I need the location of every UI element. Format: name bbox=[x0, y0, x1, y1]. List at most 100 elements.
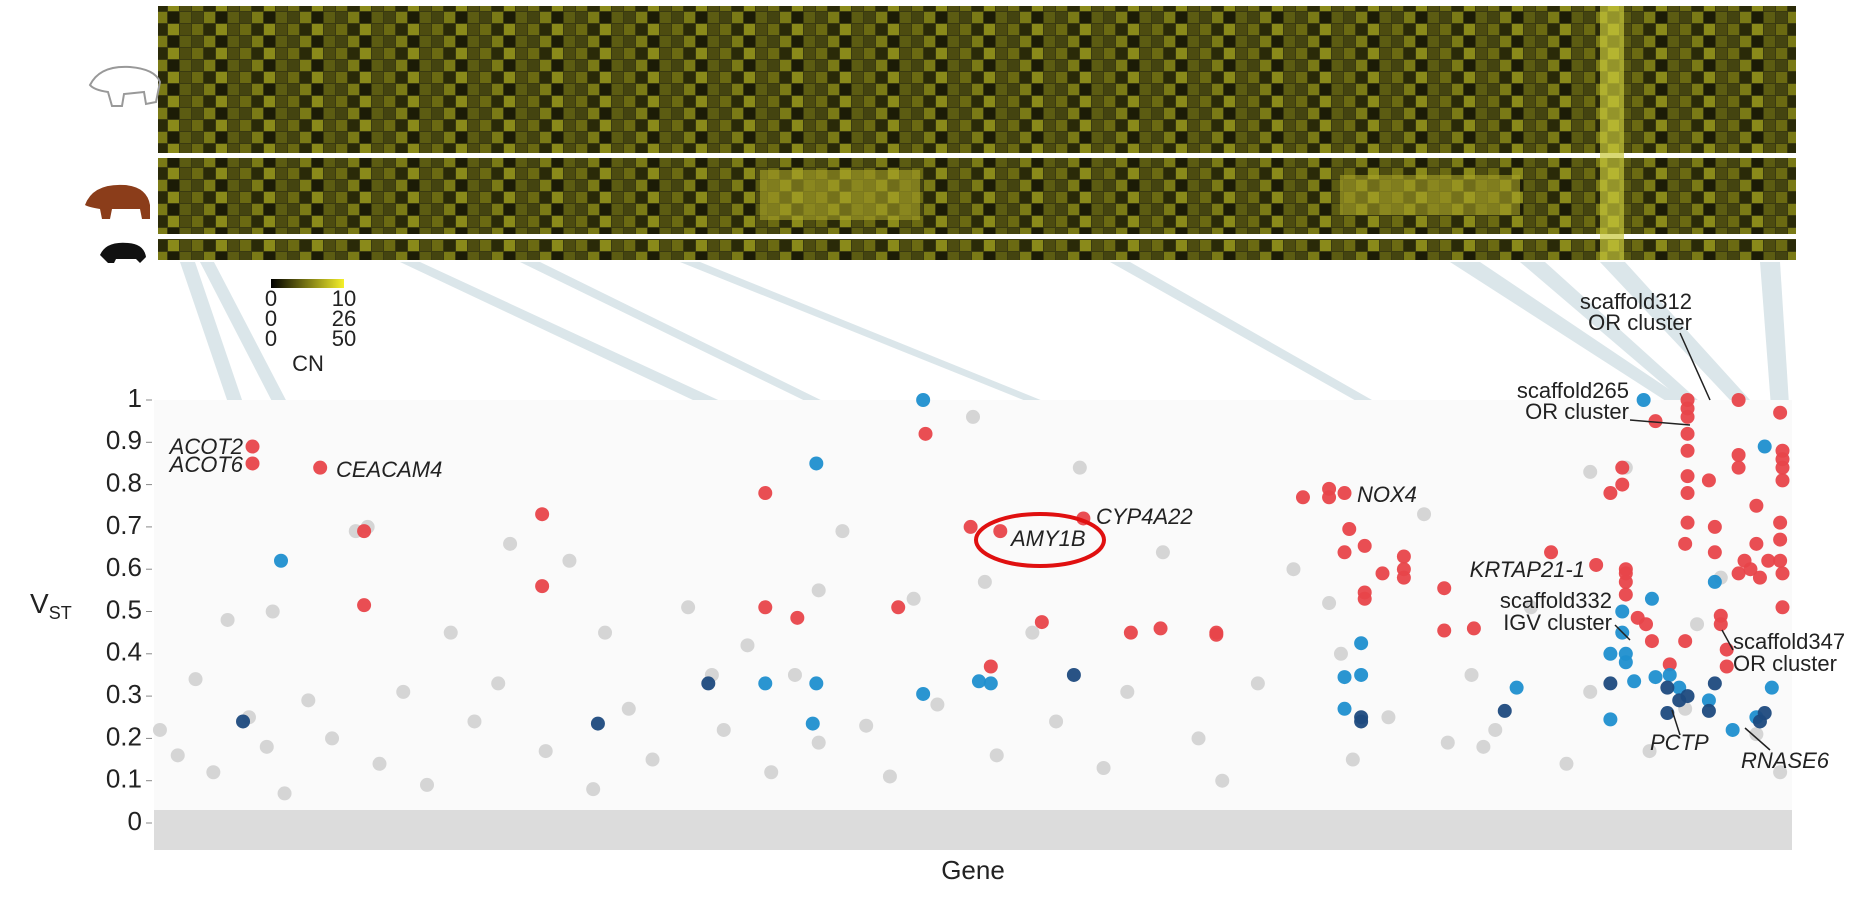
point bbox=[984, 659, 998, 673]
point bbox=[1765, 681, 1779, 695]
point bbox=[562, 554, 576, 568]
point bbox=[1708, 545, 1722, 559]
point bbox=[1681, 469, 1695, 483]
gene-label: NOX4 bbox=[1357, 482, 1417, 507]
point bbox=[1681, 689, 1695, 703]
point bbox=[491, 676, 505, 690]
point bbox=[1124, 626, 1138, 640]
point bbox=[591, 717, 605, 731]
point bbox=[790, 611, 804, 625]
point bbox=[1681, 427, 1695, 441]
point bbox=[1776, 600, 1790, 614]
y-label-main: V bbox=[30, 588, 49, 619]
point bbox=[1663, 668, 1677, 682]
cluster-label: OR cluster bbox=[1525, 399, 1629, 424]
point bbox=[236, 714, 250, 728]
point bbox=[1702, 704, 1716, 718]
point bbox=[1645, 634, 1659, 648]
point bbox=[1732, 461, 1746, 475]
x-axis-label: Gene bbox=[941, 855, 1005, 885]
point bbox=[1603, 486, 1617, 500]
y-tick-label: 0.6 bbox=[106, 552, 142, 582]
point bbox=[467, 714, 481, 728]
point bbox=[1645, 592, 1659, 606]
cluster-label: IGV cluster bbox=[1503, 610, 1612, 635]
point bbox=[357, 524, 371, 538]
point bbox=[1465, 668, 1479, 682]
point bbox=[1120, 685, 1134, 699]
y-tick-label: 0.8 bbox=[106, 467, 142, 497]
y-tick-label: 0.9 bbox=[106, 425, 142, 455]
point bbox=[1619, 575, 1633, 589]
point bbox=[1467, 621, 1481, 635]
point bbox=[1603, 647, 1617, 661]
point bbox=[189, 672, 203, 686]
point bbox=[1498, 704, 1512, 718]
point bbox=[809, 456, 823, 470]
point bbox=[1192, 731, 1206, 745]
point bbox=[1296, 490, 1310, 504]
point bbox=[1758, 706, 1772, 720]
point bbox=[1649, 670, 1663, 684]
point bbox=[835, 524, 849, 538]
point bbox=[598, 626, 612, 640]
point bbox=[1690, 617, 1704, 631]
point bbox=[1338, 702, 1352, 716]
point bbox=[966, 410, 980, 424]
point bbox=[1358, 592, 1372, 606]
point bbox=[1441, 736, 1455, 750]
point bbox=[1776, 461, 1790, 475]
point bbox=[916, 687, 930, 701]
point bbox=[1681, 516, 1695, 530]
point bbox=[1559, 757, 1573, 771]
point bbox=[1615, 461, 1629, 475]
point bbox=[681, 600, 695, 614]
point bbox=[1358, 539, 1372, 553]
point bbox=[891, 600, 905, 614]
point bbox=[930, 698, 944, 712]
y-tick-label: 0.7 bbox=[106, 510, 142, 540]
point bbox=[1322, 596, 1336, 610]
point bbox=[1773, 516, 1787, 530]
point bbox=[1720, 643, 1734, 657]
point bbox=[396, 685, 410, 699]
point bbox=[503, 537, 517, 551]
y-axis-label: VST bbox=[30, 588, 72, 622]
point bbox=[1773, 554, 1787, 568]
figure: 0 10 0 26 0 50 CN 00.10.20.30.40.50.60.7… bbox=[0, 0, 1856, 900]
point bbox=[1381, 710, 1395, 724]
point bbox=[758, 600, 772, 614]
point bbox=[812, 736, 826, 750]
point bbox=[586, 782, 600, 796]
y-label-sub: ST bbox=[49, 603, 72, 623]
point bbox=[246, 440, 260, 454]
point bbox=[859, 719, 873, 733]
point bbox=[993, 524, 1007, 538]
point bbox=[1639, 617, 1653, 631]
point bbox=[806, 717, 820, 731]
point bbox=[1708, 520, 1722, 534]
point bbox=[373, 757, 387, 771]
point bbox=[622, 702, 636, 716]
point bbox=[1708, 575, 1722, 589]
gene-label: ACOT6 bbox=[168, 452, 244, 477]
point bbox=[420, 778, 434, 792]
point bbox=[1209, 628, 1223, 642]
point bbox=[1583, 465, 1597, 479]
point bbox=[1215, 774, 1229, 788]
point bbox=[1488, 723, 1502, 737]
species-icons bbox=[85, 67, 160, 263]
point bbox=[1049, 714, 1063, 728]
cn-title: CN bbox=[292, 351, 324, 376]
point bbox=[1583, 685, 1597, 699]
point bbox=[1338, 545, 1352, 559]
point bbox=[1510, 681, 1524, 695]
point bbox=[964, 520, 978, 534]
point bbox=[1758, 440, 1772, 454]
point bbox=[153, 723, 167, 737]
point bbox=[246, 456, 260, 470]
point bbox=[1681, 486, 1695, 500]
point bbox=[1732, 393, 1746, 407]
point bbox=[701, 676, 715, 690]
point bbox=[1334, 647, 1348, 661]
